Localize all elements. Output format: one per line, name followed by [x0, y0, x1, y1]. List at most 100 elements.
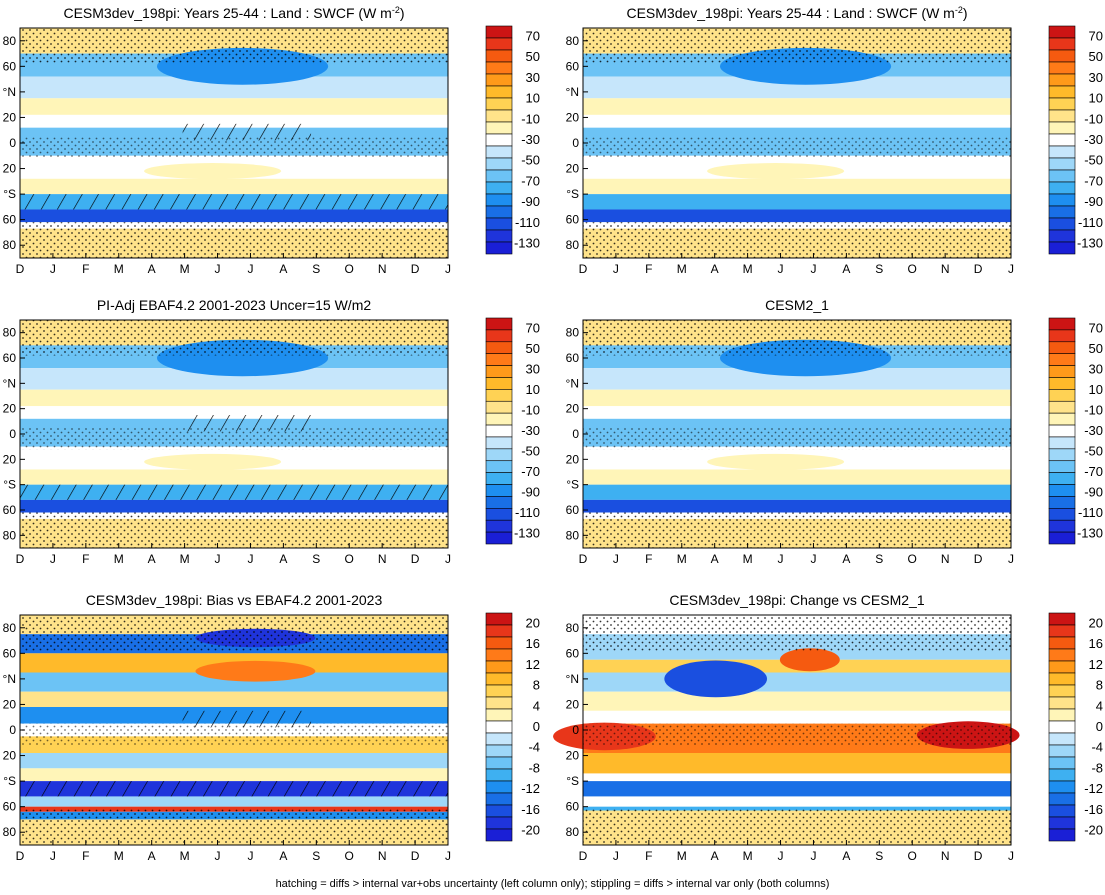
colorbar: 20 16 12 8 4 0 -4 -8 -12 -16 -20 — [1048, 612, 1103, 842]
x-tick-label: F — [82, 552, 89, 566]
colorbar-label: -50 — [1084, 153, 1103, 168]
y-tick-label: 80 — [3, 825, 17, 839]
y-tick-label: °S — [3, 478, 16, 492]
x-tick-label: J — [613, 849, 619, 863]
x-tick-label: F — [645, 849, 652, 863]
colorbar-box — [485, 169, 513, 183]
colorbar-label: 30 — [1089, 361, 1103, 376]
y-tick-label: 60 — [3, 59, 17, 73]
stipple-overlay — [20, 809, 448, 845]
colorbar-box — [485, 61, 513, 75]
colorbar-label: 0 — [1096, 719, 1103, 734]
x-tick-label: M — [180, 262, 190, 276]
contour-blob — [664, 660, 768, 698]
panel-p1: CESM3dev_198pi: Years 25-44 : Land : SWC… — [3, 5, 540, 276]
panel-title: CESM3dev_198pi: Bias vs EBAF4.2 2001-202… — [86, 592, 383, 608]
colorbar: 70 50 30 10 -10 -30 -50 -70 -90 -110 -130 — [485, 317, 540, 545]
colorbar-box — [485, 377, 513, 390]
y-tick-label: 20 — [3, 162, 17, 176]
colorbar-box — [485, 109, 513, 123]
stipple-overlay — [20, 615, 448, 651]
hatch-overlay — [20, 781, 448, 797]
x-tick-label: M — [743, 262, 753, 276]
colorbar-box — [485, 424, 513, 438]
y-tick-label: 20 — [566, 697, 580, 711]
contour-band — [20, 76, 448, 99]
colorbar-label: 12 — [526, 657, 540, 672]
contour-band — [20, 796, 448, 807]
colorbar-label: -8 — [1091, 760, 1103, 775]
y-tick-label: 80 — [3, 528, 17, 542]
colorbar-box — [485, 181, 513, 195]
colorbar-box — [1048, 816, 1076, 830]
contour-blob — [144, 163, 282, 180]
colorbar-box — [1048, 377, 1076, 390]
colorbar-box — [485, 365, 513, 378]
colorbar-label: 50 — [1089, 341, 1103, 356]
colorbar-label: 30 — [526, 70, 540, 85]
y-tick-label: 60 — [566, 800, 580, 814]
contour-band — [20, 114, 448, 128]
colorbar-label: -4 — [528, 740, 540, 755]
colorbar-box — [485, 756, 513, 770]
y-tick-label: °S — [566, 774, 579, 788]
x-tick-label: J — [613, 262, 619, 276]
colorbar-box — [1048, 73, 1076, 87]
x-tick-label: J — [778, 849, 784, 863]
colorbar-box — [485, 25, 513, 39]
colorbar-box — [485, 241, 513, 255]
colorbar-box — [1048, 85, 1076, 99]
colorbar-label: 8 — [1096, 678, 1103, 693]
y-tick-label: 80 — [3, 238, 17, 252]
colorbar-label: -130 — [1077, 526, 1103, 541]
y-tick-label: 20 — [3, 697, 17, 711]
stipple-overlay — [583, 512, 1011, 548]
contour-band — [20, 389, 448, 407]
colorbar-label: 70 — [526, 320, 540, 335]
x-tick-label: J — [50, 552, 56, 566]
colorbar-box — [485, 73, 513, 87]
contour-band — [20, 406, 448, 419]
colorbar-label: -12 — [1084, 781, 1103, 796]
colorbar-box — [485, 193, 513, 207]
colorbar-label: 4 — [533, 698, 540, 713]
colorbar-box — [485, 732, 513, 746]
y-tick-label: 0 — [572, 723, 579, 737]
y-tick-label: 80 — [566, 621, 580, 635]
x-tick-label: M — [743, 849, 753, 863]
x-tick-label: D — [411, 849, 420, 863]
contour-band — [20, 98, 448, 115]
colorbar-box — [1048, 97, 1076, 111]
stipple-overlay — [20, 427, 448, 450]
colorbar-label: 50 — [1089, 49, 1103, 64]
hatch-overlay — [182, 123, 312, 141]
colorbar-label: 50 — [526, 49, 540, 64]
colorbar-label: -70 — [521, 464, 540, 479]
contour-blob — [707, 453, 845, 470]
contour-band — [583, 499, 1011, 513]
colorbar-box — [1048, 696, 1076, 710]
x-tick-label: A — [711, 262, 719, 276]
x-tick-label: A — [711, 849, 719, 863]
x-tick-label: N — [378, 262, 387, 276]
contour-blob — [195, 660, 316, 682]
colorbar-box — [485, 519, 513, 533]
contour-band — [583, 194, 1011, 210]
y-tick-label: 80 — [566, 326, 580, 340]
stipple-overlay — [583, 28, 1011, 64]
x-tick-label: N — [941, 262, 950, 276]
x-tick-label: N — [378, 552, 387, 566]
colorbar-box — [485, 205, 513, 219]
stipple-overlay — [583, 809, 1011, 845]
colorbar-box — [485, 708, 513, 722]
y-tick-label: °S — [566, 478, 579, 492]
colorbar-label: -10 — [521, 402, 540, 417]
contour-band — [583, 691, 1011, 711]
colorbar-label: -4 — [1091, 740, 1103, 755]
colorbar-label: -30 — [521, 423, 540, 438]
colorbar-box — [485, 49, 513, 63]
colorbar-box — [1048, 193, 1076, 207]
colorbar-box — [485, 97, 513, 111]
x-tick-label: A — [711, 552, 719, 566]
x-tick-label: M — [743, 552, 753, 566]
